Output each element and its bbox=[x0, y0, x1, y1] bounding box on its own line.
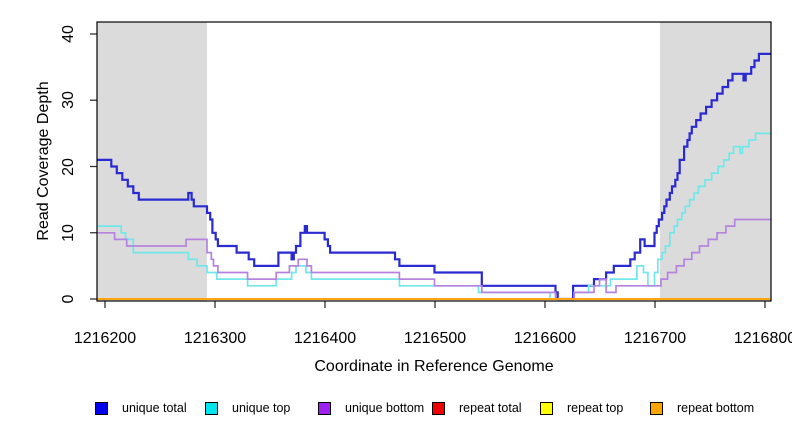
legend-item-repeat-total: repeat total bbox=[432, 398, 522, 418]
legend-swatch-icon bbox=[205, 401, 218, 415]
legend-label: unique total bbox=[122, 401, 187, 415]
shaded-region-right bbox=[659, 22, 771, 301]
y-tick-label: 20 bbox=[60, 157, 77, 176]
x-tick-label: 1216800 bbox=[733, 330, 792, 347]
legend-label: unique top bbox=[232, 401, 291, 415]
legend-item-repeat-bottom: repeat bottom bbox=[650, 398, 754, 418]
series-line-unique-bottom bbox=[97, 218, 771, 300]
y-tick-label: 40 bbox=[60, 25, 77, 43]
y-axis-title: Read Coverage Depth bbox=[35, 81, 52, 241]
x-tick-label: 1216400 bbox=[293, 330, 357, 347]
x-tick-label: 1216600 bbox=[513, 330, 577, 347]
legend-label: repeat top bbox=[567, 401, 624, 415]
series-line-unique-total bbox=[97, 52, 771, 301]
legend-label: repeat total bbox=[459, 401, 522, 415]
legend-item-repeat-top: repeat top bbox=[540, 398, 623, 418]
x-axis-title: Coordinate in Reference Genome bbox=[314, 358, 554, 375]
legend-label: repeat bottom bbox=[677, 401, 755, 415]
legend-swatch-icon bbox=[318, 401, 331, 415]
legend-label: unique bottom bbox=[345, 401, 425, 415]
y-tick-label: 10 bbox=[60, 223, 77, 242]
legend-item-unique-total: unique total bbox=[95, 398, 187, 418]
legend-swatch-icon bbox=[540, 401, 553, 415]
x-tick-label: 1216300 bbox=[183, 330, 247, 347]
plot-border-box bbox=[96, 21, 772, 302]
legend-item-unique-top: unique top bbox=[205, 398, 290, 418]
x-tick-label: 1216700 bbox=[623, 330, 687, 347]
legend-swatch-icon bbox=[650, 401, 663, 415]
x-tick-label: 1216500 bbox=[403, 330, 467, 347]
chart-legend: unique total unique top unique bottom repea… bbox=[0, 398, 792, 422]
legend-swatch-icon bbox=[432, 401, 445, 415]
x-tick-label: 1216200 bbox=[73, 330, 137, 347]
y-tick-label: 0 bbox=[60, 294, 77, 304]
legend-swatch-icon bbox=[95, 401, 108, 415]
y-tick-label: 30 bbox=[60, 91, 77, 110]
legend-item-unique-bottom: unique bottom bbox=[318, 398, 424, 418]
